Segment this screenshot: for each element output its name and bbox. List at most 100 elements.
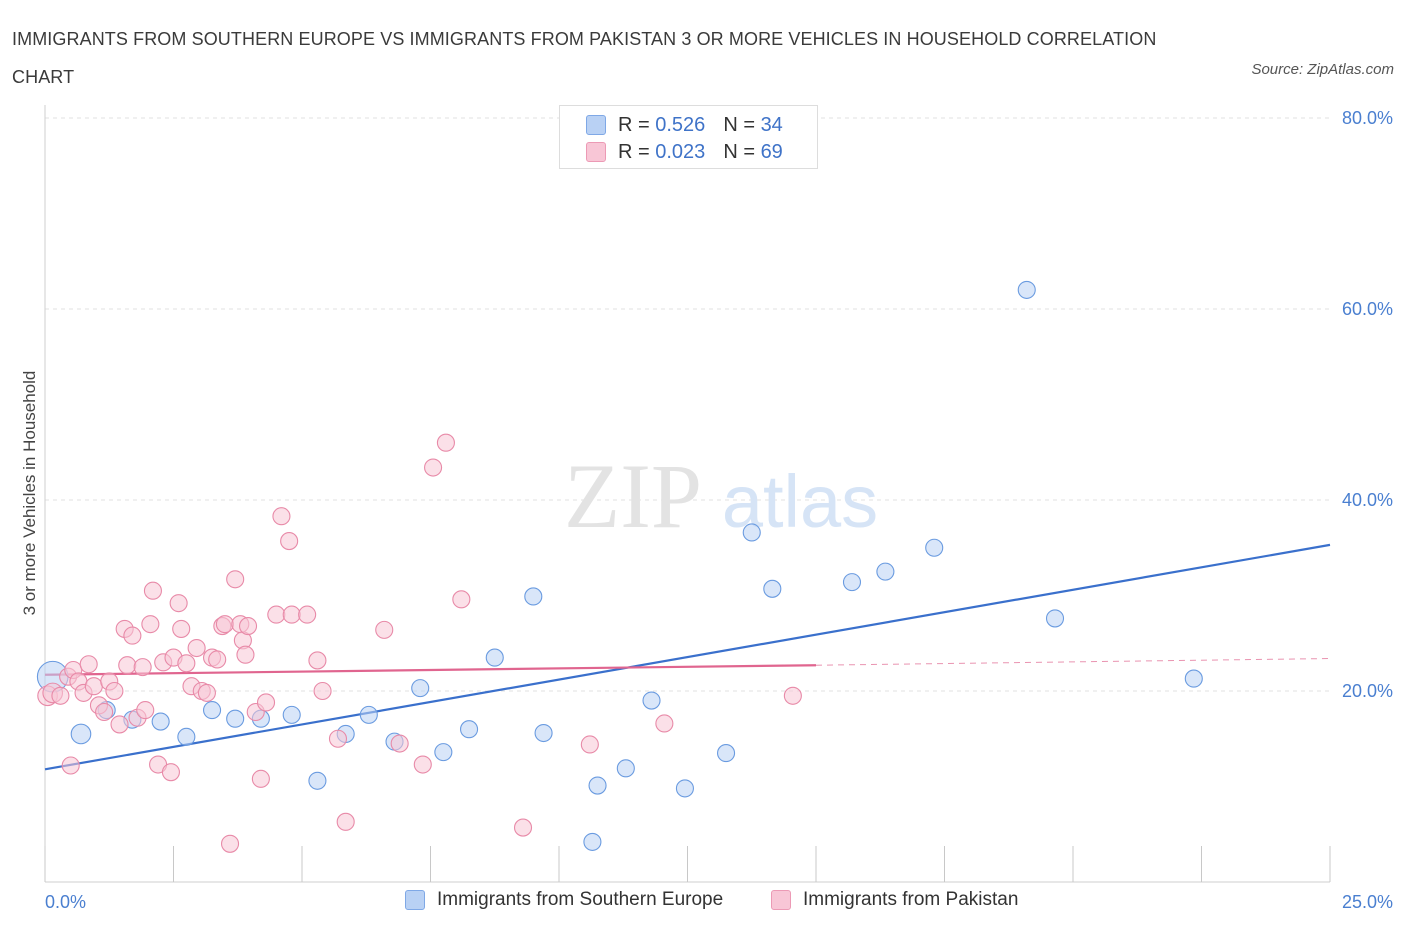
trend-line-1: [44, 664, 817, 676]
data-point: [424, 458, 443, 477]
data-point: [534, 723, 553, 743]
data-point: [118, 656, 137, 675]
data-point: [580, 735, 599, 754]
trend-lines: [44, 543, 1331, 771]
bottom-legend-southern-europe: Immigrants from Southern Europe: [405, 889, 723, 911]
data-point: [616, 759, 635, 778]
data-point: [61, 756, 80, 775]
data-point: [95, 702, 114, 722]
data-point: [151, 712, 170, 731]
data-point: [272, 507, 291, 526]
data-point: [308, 771, 327, 790]
grid-lines: [45, 117, 1330, 692]
data-point: [588, 776, 607, 795]
x-tick-labels: 0.0% 25.0%: [45, 892, 1393, 912]
y-tick-label-80: 80.0%: [1342, 108, 1393, 128]
data-point: [280, 532, 299, 551]
data-point: [123, 626, 142, 645]
legend-r-value: 0.526: [655, 113, 706, 136]
legend-n-value: 34: [760, 113, 783, 136]
data-point: [411, 679, 430, 698]
chart-title: IMMIGRANTS FROM SOUTHERN EUROPE VS IMMIG…: [12, 29, 1157, 87]
data-point: [452, 590, 471, 609]
data-point: [187, 638, 206, 658]
series-0: [36, 280, 1203, 851]
data-point: [236, 645, 255, 664]
data-point: [177, 727, 196, 746]
data-point: [84, 677, 103, 696]
data-points: [36, 280, 1203, 853]
y-tick-labels: 20.0% 40.0% 60.0% 80.0%: [1342, 108, 1393, 701]
data-point: [459, 720, 479, 739]
data-point: [524, 587, 543, 606]
data-point: [226, 709, 245, 728]
data-point: [1017, 280, 1036, 299]
bottom-legend-swatch-pakistan: [771, 890, 791, 910]
series-1: [37, 433, 802, 853]
data-point: [105, 681, 124, 701]
y-tick-label-20: 20.0%: [1342, 681, 1393, 701]
data-point: [197, 683, 216, 702]
legend-swatch-southern-europe: [586, 115, 606, 135]
data-point: [413, 755, 432, 774]
data-point: [251, 769, 270, 788]
data-point: [359, 705, 378, 724]
data-point: [161, 763, 180, 782]
data-point: [434, 743, 453, 762]
y-axis-label: 3 or more Vehicles in Household: [20, 371, 39, 616]
data-point: [675, 779, 694, 798]
bottom-legend-swatch-southern-europe: [405, 890, 425, 910]
trend-line-dashed-1: [815, 658, 1331, 666]
watermark-zip: ZIP: [564, 445, 702, 547]
watermark: ZIP atlas: [564, 445, 878, 547]
data-point: [238, 617, 258, 636]
data-point: [583, 832, 602, 851]
data-point: [375, 620, 394, 639]
data-point: [842, 573, 862, 592]
legend-n-label: N =: [723, 113, 755, 136]
data-point: [51, 686, 70, 705]
legend-r-value: 0.023: [655, 140, 706, 163]
data-point: [1045, 609, 1065, 628]
legend-r-label: R =: [618, 140, 650, 163]
legend-row-pakistan: R = 0.023 N = 69: [586, 139, 783, 165]
x-tick-label-first: 0.0%: [45, 892, 86, 912]
y-tick-label-40: 40.0%: [1342, 490, 1393, 510]
bottom-legend-label-pakistan: Immigrants from Pakistan: [803, 889, 1019, 910]
data-point: [716, 744, 736, 763]
data-point: [436, 433, 455, 452]
trend-line-0: [44, 543, 1331, 771]
data-point: [513, 818, 533, 837]
bottom-legend-pakistan: Immigrants from Pakistan: [771, 889, 1018, 911]
data-point: [267, 605, 286, 624]
x-tick-label-last: 25.0%: [1342, 892, 1393, 912]
data-point: [141, 615, 160, 634]
data-point: [110, 715, 129, 734]
data-point: [203, 701, 222, 720]
data-point: [256, 693, 276, 712]
data-point: [763, 579, 782, 598]
data-point: [226, 570, 245, 589]
data-point: [1184, 669, 1203, 688]
data-point: [336, 812, 355, 831]
legend: R = 0.526 N = 34 R = 0.023 N = 69: [559, 105, 818, 169]
data-point: [136, 701, 155, 720]
data-point: [282, 705, 301, 724]
legend-row-southern-europe: R = 0.526 N = 34: [586, 112, 783, 138]
data-point: [282, 605, 301, 624]
data-point: [390, 734, 409, 753]
data-point: [925, 538, 944, 557]
data-point: [485, 648, 504, 667]
bottom-legend-label-southern-europe: Immigrants from Southern Europe: [437, 889, 724, 910]
data-point: [642, 691, 661, 710]
data-point: [655, 714, 674, 733]
data-point: [169, 594, 188, 613]
data-point: [177, 654, 196, 673]
data-point: [208, 650, 227, 669]
legend-r-label: R =: [618, 113, 650, 136]
data-point: [70, 723, 92, 745]
axes: [44, 105, 1331, 883]
data-point: [742, 523, 761, 542]
data-point: [220, 834, 240, 853]
